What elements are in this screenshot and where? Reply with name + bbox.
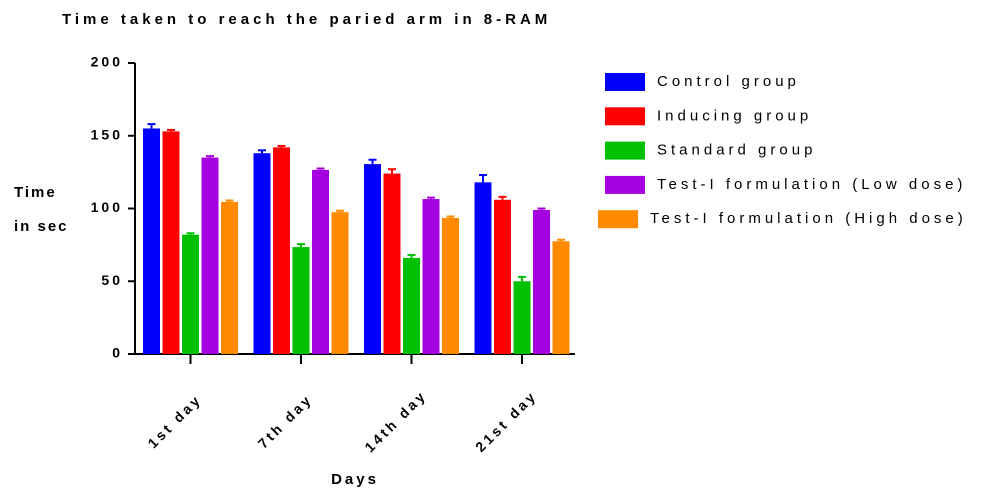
bar xyxy=(312,169,329,354)
x-tick-label: 14th day xyxy=(361,387,429,455)
legend-label: Control group xyxy=(657,73,800,90)
legend-label: Inducing group xyxy=(657,107,812,124)
y-tick-label: 150 xyxy=(91,126,123,142)
bar xyxy=(331,212,349,354)
bar xyxy=(494,199,511,354)
bar xyxy=(273,147,290,354)
y-tick-label: 50 xyxy=(101,272,123,288)
bar xyxy=(253,153,271,354)
legend-label: Test-I formulation (Low dose) xyxy=(657,176,966,193)
chart-title: Time taken to reach the paried arm in 8-… xyxy=(62,11,551,28)
y-tick-label: 200 xyxy=(91,54,123,70)
legend-label: Standard group xyxy=(657,142,816,159)
bar xyxy=(292,247,310,354)
bar xyxy=(182,234,199,354)
bar xyxy=(533,209,550,354)
legend-swatch xyxy=(605,175,645,194)
legend-swatch xyxy=(598,210,638,229)
bar xyxy=(513,281,531,354)
bar xyxy=(474,182,492,354)
bar xyxy=(552,241,570,354)
bar xyxy=(221,201,238,354)
legend-label: Test-I formulation (High dose) xyxy=(650,210,967,227)
x-tick-label: 21st day xyxy=(472,387,540,455)
bar xyxy=(442,217,459,354)
legend-swatch xyxy=(605,141,645,160)
bar xyxy=(162,131,180,354)
y-axis-label: Time in sec xyxy=(14,184,69,235)
legend-swatch xyxy=(605,107,645,126)
y-tick-label: 0 xyxy=(112,345,123,361)
bar xyxy=(143,128,160,354)
legend-swatch xyxy=(605,73,645,91)
x-tick-label: 7th day xyxy=(255,391,316,452)
bar xyxy=(364,164,381,354)
x-tick-label: 1st day xyxy=(144,391,204,451)
x-axis-label: Days xyxy=(331,471,379,488)
y-tick-label: 100 xyxy=(91,199,123,215)
bar xyxy=(383,173,401,354)
bar xyxy=(422,199,440,354)
bar xyxy=(201,157,219,354)
bar xyxy=(403,257,420,354)
